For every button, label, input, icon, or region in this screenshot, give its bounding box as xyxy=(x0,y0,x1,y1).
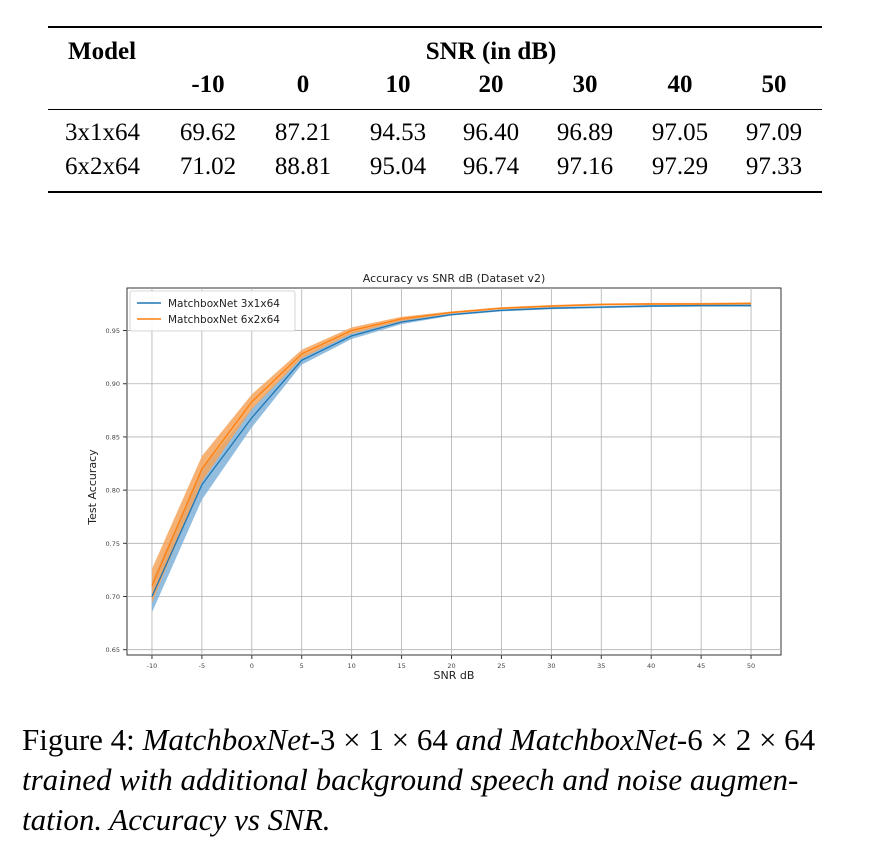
table-cell: 96.89 xyxy=(556,119,614,146)
plot-frame xyxy=(126,287,782,656)
column-header: 30 xyxy=(572,71,598,98)
legend-label: MatchboxNet 3x1x64 xyxy=(168,298,280,310)
x-tick-label: -5 xyxy=(199,662,205,670)
x-tick-label: 25 xyxy=(497,662,505,670)
column-header: 20 xyxy=(478,71,504,98)
table-cell: 94.53 xyxy=(369,119,427,146)
x-tick-label: 40 xyxy=(647,662,655,670)
y-tick-label: 0.95 xyxy=(106,327,120,335)
table-bottom-rule xyxy=(48,191,822,193)
chart-legend: MatchboxNet 3x1x64 MatchboxNet 6x2x64 xyxy=(129,290,296,332)
y-tick-label: 0.75 xyxy=(106,540,120,548)
y-tick-label: 0.90 xyxy=(106,380,120,388)
table-top-rule xyxy=(48,26,822,28)
x-tick-label: 20 xyxy=(447,662,455,670)
y-tick-label: 0.65 xyxy=(106,646,120,654)
column-header: 50 xyxy=(761,71,787,98)
model-column-header: Model xyxy=(68,38,137,65)
table-cell: 88.81 xyxy=(274,153,332,180)
series-2-line xyxy=(151,302,752,587)
caption-line-2: trained with additional background speec… xyxy=(22,762,799,797)
table-cell: 97.33 xyxy=(745,153,803,180)
x-tick-label: -10 xyxy=(147,662,158,670)
x-tick-label: 10 xyxy=(348,662,356,670)
y-tick-label: 0.70 xyxy=(106,593,120,601)
table-cell: 87.21 xyxy=(274,119,332,146)
table-cell: 97.16 xyxy=(556,153,614,180)
y-axis-label: Test Accuracy xyxy=(86,449,99,526)
table-row-model: 6x2x64 xyxy=(65,153,140,180)
chart-title: Accuracy vs SNR dB (Dataset v2) xyxy=(363,272,546,285)
accuracy-vs-snr-chart: Accuracy vs SNR dB (Dataset v2) SNR dB T… xyxy=(86,272,782,682)
caption-prefix: Figure 4: xyxy=(22,722,143,757)
x-tick-label: 45 xyxy=(697,662,705,670)
y-tick-label: 0.80 xyxy=(106,487,120,495)
x-tick-label: 0 xyxy=(250,662,254,670)
table-row-model: 3x1x64 xyxy=(65,119,140,146)
y-tick-label: 0.85 xyxy=(106,433,120,441)
column-header: -10 xyxy=(191,71,225,98)
table-cell: 69.62 xyxy=(179,119,237,146)
legend-box xyxy=(129,290,296,332)
x-tick-label: 35 xyxy=(597,662,605,670)
x-tick-label: 50 xyxy=(747,662,755,670)
snr-group-header: SNR (in dB) xyxy=(425,38,557,65)
x-tick-label: 5 xyxy=(300,662,304,670)
series-1-line xyxy=(151,304,752,597)
caption-line-1: Figure 4: MatchboxNet-3 × 1 × 64 and Mat… xyxy=(22,720,872,760)
table-cell: 71.02 xyxy=(179,153,237,180)
column-header: 10 xyxy=(385,71,411,98)
table-cell: 95.04 xyxy=(369,153,427,180)
caption-model-name: MatchboxNet xyxy=(142,722,310,757)
table-cell: 96.74 xyxy=(462,153,520,180)
table-cell: 97.29 xyxy=(651,153,709,180)
figure-caption: Figure 4: MatchboxNet-3 × 1 × 64 and Mat… xyxy=(22,720,872,840)
x-axis-label: SNR dB xyxy=(434,669,475,682)
column-header: 40 xyxy=(667,71,693,98)
legend-label: MatchboxNet 6x2x64 xyxy=(168,314,280,326)
caption-model-dims: -3 × 1 × 64 xyxy=(309,722,456,757)
x-tick-label: 15 xyxy=(397,662,405,670)
table-cell: 96.40 xyxy=(462,119,520,146)
plot-area: 0.65 0.70 0.75 0.80 0.85 0.90 0.95 -10 -5 0 5 10 15 2… xyxy=(106,287,782,670)
column-header: 0 xyxy=(296,71,310,98)
table-cell: 97.05 xyxy=(651,119,709,146)
caption-line-3: tation. Accuracy vs SNR. xyxy=(22,802,331,837)
caption-model-dims: -6 × 2 × 64 xyxy=(676,722,816,757)
table-mid-rule xyxy=(48,109,822,110)
caption-conjunction: and xyxy=(455,722,510,757)
x-tick-label: 30 xyxy=(547,662,555,670)
table-cell: 97.09 xyxy=(745,119,803,146)
caption-model-name: MatchboxNet xyxy=(509,722,677,757)
